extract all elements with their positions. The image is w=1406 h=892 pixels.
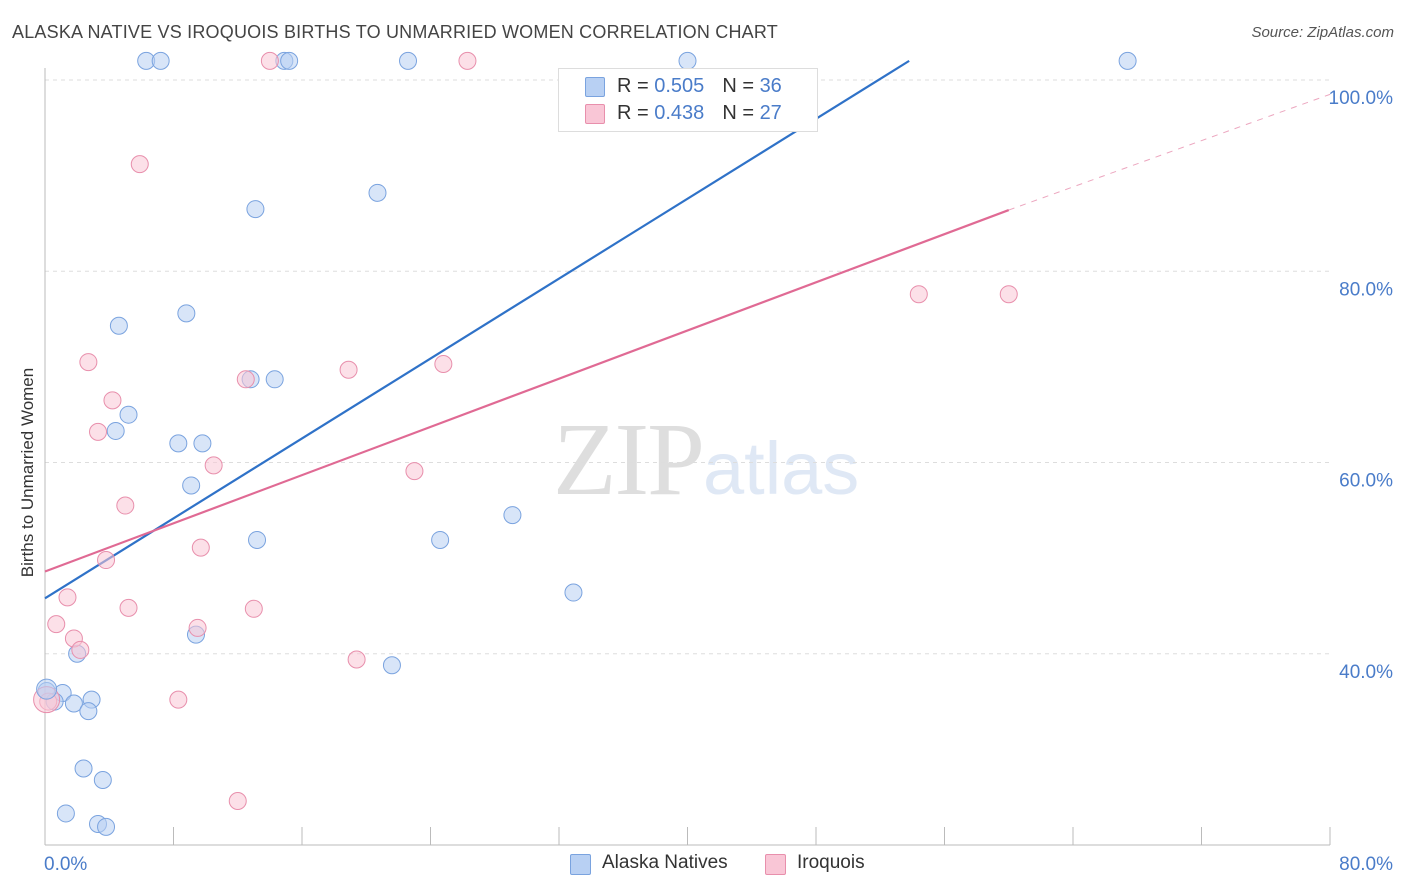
watermark-zip: ZIP [553, 402, 705, 517]
alaska-point [119, 405, 138, 424]
alaska-point [678, 51, 697, 70]
x-tick-label: 80.0% [1339, 854, 1393, 875]
legend-r-value: 0.505 [654, 75, 705, 97]
alaska-point [248, 530, 267, 549]
legend-n-value: 36 [759, 75, 782, 97]
watermark: ZIPatlas [553, 400, 860, 517]
correlation-legend: R = 0.505 N = 36 R = 0.438 N = 27 [558, 68, 818, 132]
iroquois-point [405, 462, 424, 481]
iroquois-point [89, 422, 108, 441]
iroquois-point [347, 650, 366, 669]
alaska-point [74, 759, 93, 778]
y-tick-label: 80.0% [1339, 279, 1393, 300]
alaska-point [93, 770, 112, 789]
x-tick-label: 0.0% [44, 854, 87, 875]
alaska-point [431, 530, 450, 549]
alaska-point [36, 678, 58, 700]
legend-stats-iroquois: R = 0.438 N = 27 [617, 102, 782, 125]
iroquois-point [116, 496, 135, 515]
iroquois-point [458, 51, 477, 70]
legend-n-label: N = [722, 75, 760, 97]
alaska-point [1118, 51, 1137, 70]
chart-title: ALASKA NATIVE VS IROQUOIS BIRTHS TO UNMA… [12, 22, 778, 42]
iroquois-point [130, 155, 149, 174]
alaska-point [193, 434, 212, 453]
watermark-atlas: atlas [703, 427, 860, 510]
iroquois-point [103, 391, 122, 410]
iroquois-point [228, 792, 247, 811]
iroquois-trendline-extension [1008, 93, 1331, 211]
alaska-point [382, 656, 401, 675]
iroquois-point [260, 51, 279, 70]
iroquois-point [999, 285, 1018, 304]
legend-stats-alaska: R = 0.505 N = 36 [617, 75, 782, 98]
iroquois-point [47, 615, 66, 634]
y-axis-title: Births to Unmarried Women [18, 368, 37, 577]
alaska-point [56, 804, 75, 823]
legend-swatch-iroquois [585, 104, 605, 124]
y-tick-label: 40.0% [1339, 662, 1393, 683]
legend-r-label: R = [617, 102, 655, 124]
alaska-point [399, 51, 418, 70]
iroquois-trendline [44, 209, 1010, 573]
iroquois-point [434, 355, 453, 374]
alaska-point [280, 51, 299, 70]
alaska-point [169, 434, 188, 453]
legend-label-alaska: Alaska Natives [602, 852, 728, 873]
source-credit: Source: ZipAtlas.com [1251, 24, 1394, 41]
alaska-point [177, 304, 196, 323]
iroquois-point [204, 456, 223, 475]
trend-layer [44, 59, 1331, 600]
point-layer [33, 51, 1137, 836]
series-legend: Alaska Natives Iroquois [0, 852, 1406, 878]
legend-swatch-iroquois [765, 854, 786, 875]
alaska-trendline [44, 59, 910, 600]
iroquois-point [58, 588, 77, 607]
iroquois-point [244, 599, 263, 618]
axis-layer [44, 68, 1331, 846]
alaska-point [109, 316, 128, 335]
y-tick-label: 60.0% [1339, 471, 1393, 492]
alaska-point [246, 200, 265, 219]
iroquois-point [79, 353, 98, 372]
iroquois-point [236, 370, 255, 389]
alaska-point [265, 370, 284, 389]
alaska-point [564, 583, 583, 602]
alaska-point [368, 183, 387, 202]
iroquois-point [119, 598, 138, 617]
alaska-point [64, 694, 83, 713]
iroquois-point [191, 538, 210, 557]
grid-layer [45, 79, 1330, 655]
alaska-point [97, 817, 116, 836]
alaska-point [106, 421, 125, 440]
alaska-point [182, 476, 201, 495]
legend-r-label: R = [617, 75, 655, 97]
iroquois-point [339, 360, 358, 379]
legend-n-value: 27 [759, 102, 782, 124]
iroquois-point [188, 618, 207, 637]
alaska-point [503, 506, 522, 525]
legend-swatch-alaska [570, 854, 591, 875]
legend-swatch-alaska [585, 77, 605, 97]
alaska-point [79, 702, 98, 721]
alaska-point [151, 51, 170, 70]
iroquois-point [97, 551, 116, 570]
legend-n-label: N = [722, 102, 760, 124]
iroquois-point [169, 690, 188, 709]
y-tick-label: 100.0% [1329, 88, 1394, 109]
iroquois-point [71, 640, 90, 659]
legend-label-iroquois: Iroquois [797, 852, 865, 873]
label-layer: 40.0% 60.0% 80.0% 100.0% 0.0% 80.0% Births to … [18, 88, 1393, 875]
legend-r-value: 0.438 [654, 102, 705, 124]
iroquois-point [909, 285, 928, 304]
